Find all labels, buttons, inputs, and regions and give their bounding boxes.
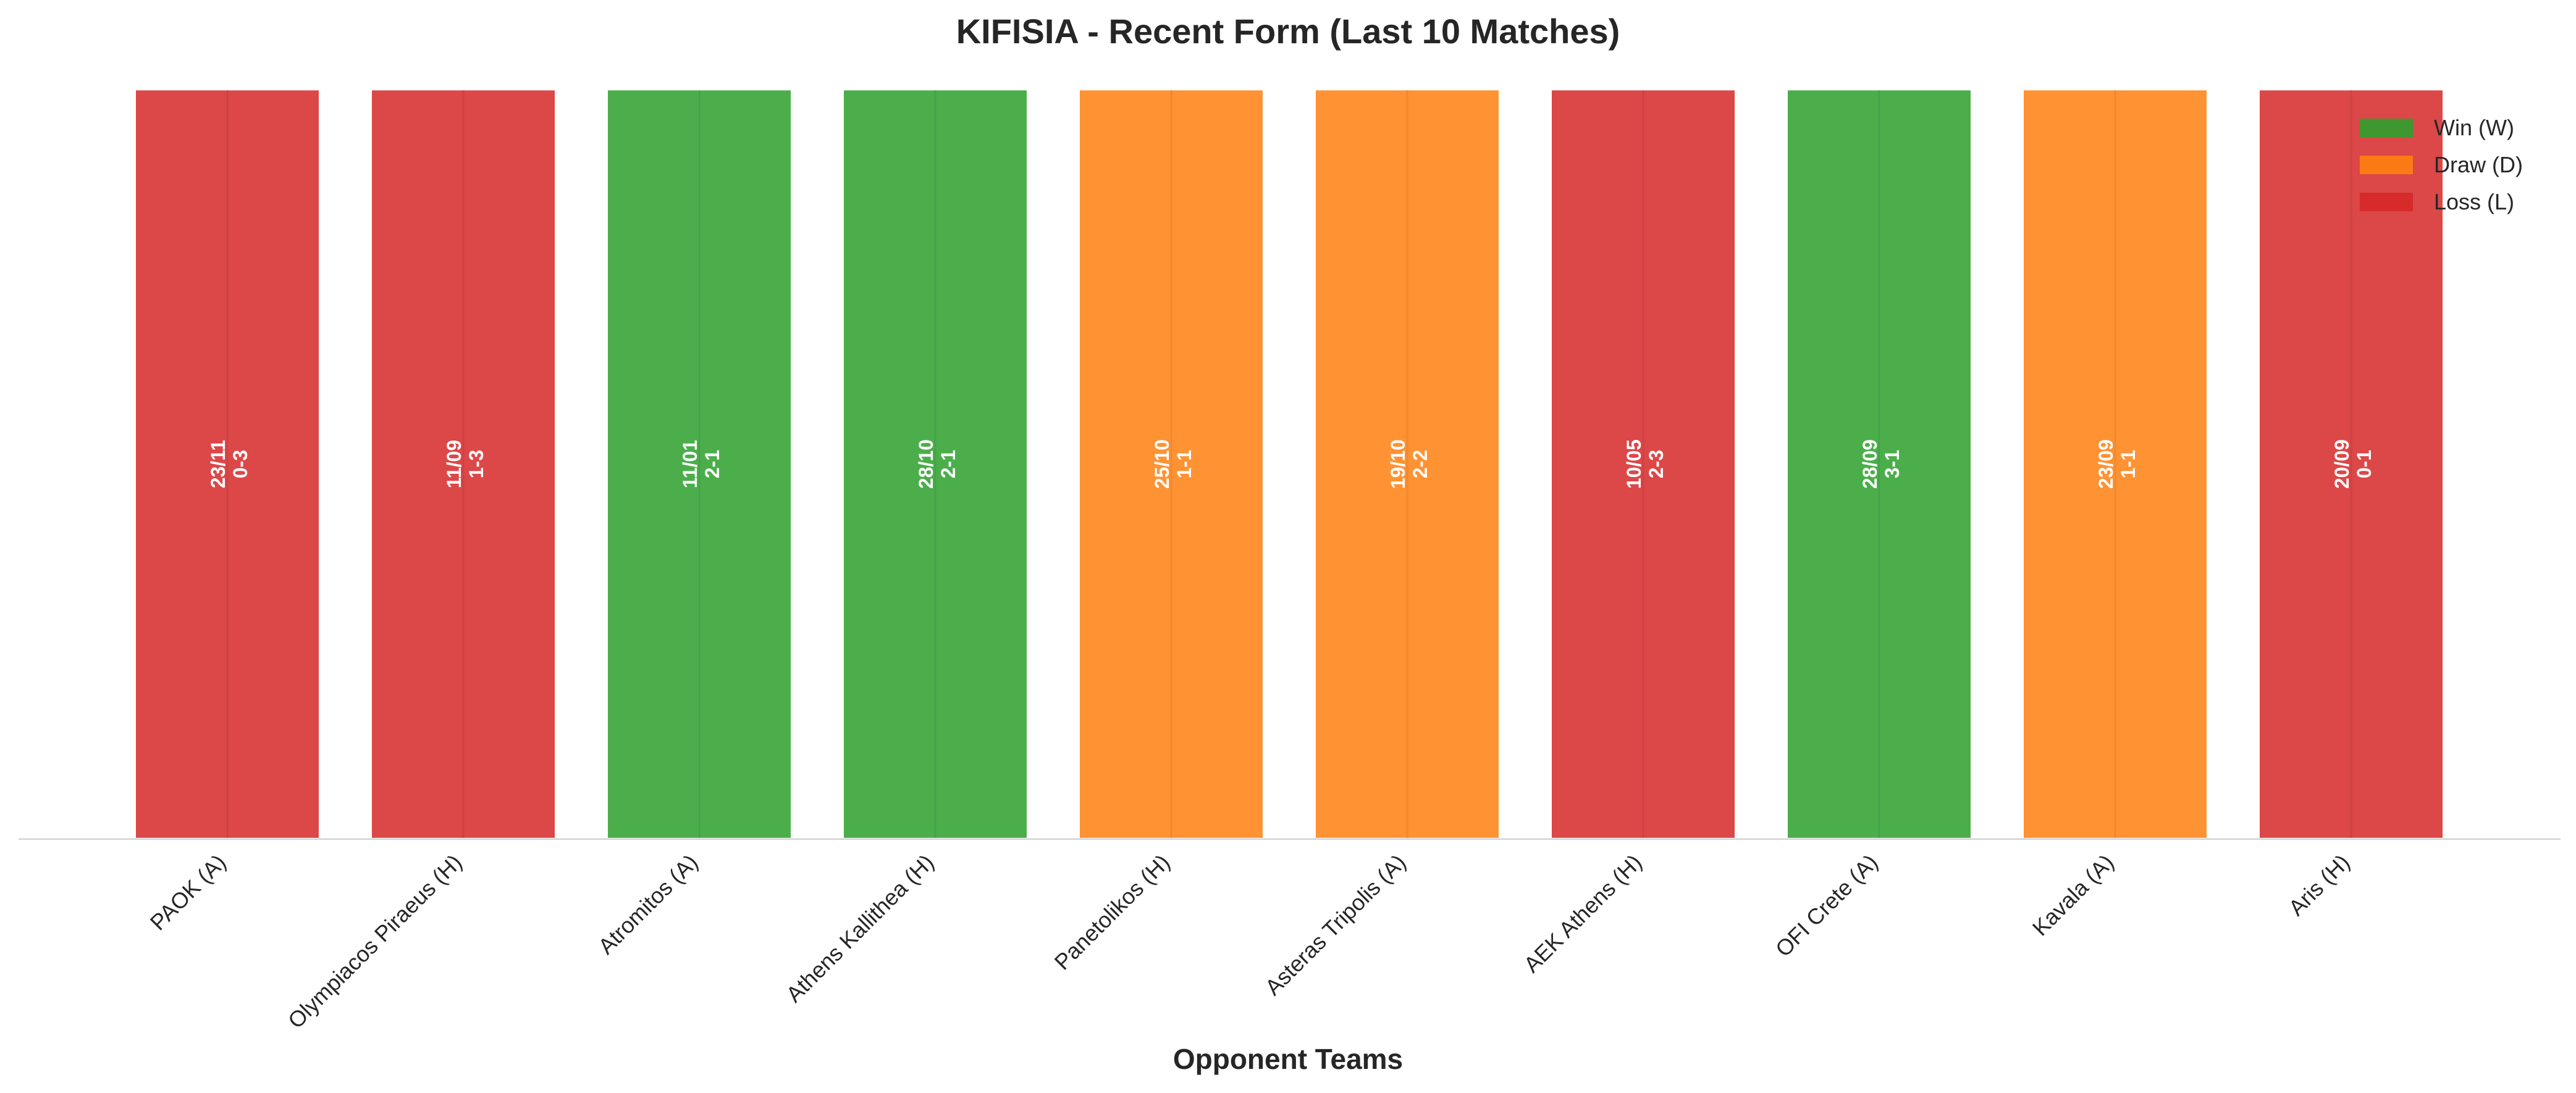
chart-title: KIFISIA - Recent Form (Last 10 Matches): [956, 12, 1620, 51]
bar-label-date: 23/11: [207, 440, 229, 488]
bar: [1549, 88, 1737, 840]
legend-swatch: [2360, 193, 2413, 211]
x-tick-label: PAOK (A): [145, 850, 231, 935]
bar: [841, 88, 1029, 840]
bar-label: 23/110-3: [207, 440, 251, 488]
bar-label-score: 1-3: [465, 450, 487, 478]
legend-label: Loss (L): [2434, 189, 2514, 214]
legend-label: Draw (D): [2434, 152, 2523, 177]
bar-label-date: 20/09: [2331, 439, 2353, 489]
bar-label: 28/102-1: [915, 439, 959, 489]
bar: [605, 88, 793, 840]
bar-label-date: 19/10: [1387, 439, 1409, 489]
bar-label-score: 2-1: [701, 450, 723, 478]
bar-label-score: 2-1: [937, 450, 959, 478]
bar-label: 11/091-3: [443, 440, 487, 488]
legend-swatch: [2360, 156, 2413, 174]
legend-label: Win (W): [2434, 115, 2514, 140]
bar-label-score: 2-3: [1645, 450, 1667, 478]
bar: [1313, 88, 1501, 840]
bar-label-score: 1-1: [2117, 450, 2139, 478]
x-tick-label: Panetolikos (H): [1050, 850, 1175, 975]
x-tick-labels: PAOK (A) Olympiacos Piraeus (H) Atromitos …: [145, 850, 2355, 1034]
bar-label: 11/012-1: [679, 440, 723, 488]
bar-label: 20/090-1: [2331, 439, 2375, 489]
bar: [133, 88, 321, 840]
x-tick-label: AEK Athens (H): [1518, 850, 1646, 977]
x-tick-label: Asteras Tripolis (A): [1260, 850, 1411, 1000]
bar-label-date: 28/09: [1859, 439, 1881, 489]
bar-label: 19/102-2: [1387, 439, 1431, 489]
bar-label: 23/091-1: [2095, 439, 2139, 489]
x-axis-title: Opponent Teams: [1173, 1043, 1403, 1075]
x-tick-label: Athens Kallithea (H): [781, 850, 938, 1007]
bar-label: 28/093-1: [1859, 439, 1903, 489]
x-tick-label: Kavala (A): [2027, 850, 2119, 941]
legend: Win (W) Draw (D) Loss (L): [2360, 115, 2523, 214]
bar-label-score: 2-2: [1409, 450, 1431, 478]
bar-labels-layer: 23/110-3 11/091-3 11/012-1 28/102-1 25/101-1…: [207, 439, 2375, 489]
x-tick-label: Aris (H): [2283, 850, 2354, 921]
bars-layer: [133, 88, 2445, 840]
bar-label-date: 11/01: [679, 440, 701, 488]
bar-label: 10/052-3: [1623, 439, 1667, 489]
bar: [1785, 88, 1973, 840]
bar-label-score: 1-1: [1173, 450, 1195, 478]
x-tick-label: OFI Crete (A): [1770, 850, 1883, 962]
bar: [2257, 88, 2445, 840]
bar-label-date: 28/10: [915, 439, 937, 489]
bar-label-score: 0-1: [2353, 450, 2375, 478]
bar-label-score: 3-1: [1881, 450, 1903, 478]
bar-label-date: 11/09: [443, 440, 465, 488]
bar: [1077, 88, 1265, 840]
bar-label-date: 25/10: [1151, 439, 1173, 489]
bar-label-date: 10/05: [1623, 439, 1645, 489]
bar-label: 25/101-1: [1151, 439, 1195, 489]
bar-label-date: 23/09: [2095, 439, 2117, 489]
bar: [369, 88, 557, 840]
bar-label-score: 0-3: [229, 450, 251, 478]
legend-swatch: [2360, 119, 2413, 137]
x-tick-label: Olympiacos Piraeus (H): [283, 850, 467, 1034]
x-tick-label: Atromitos (A): [593, 850, 703, 960]
